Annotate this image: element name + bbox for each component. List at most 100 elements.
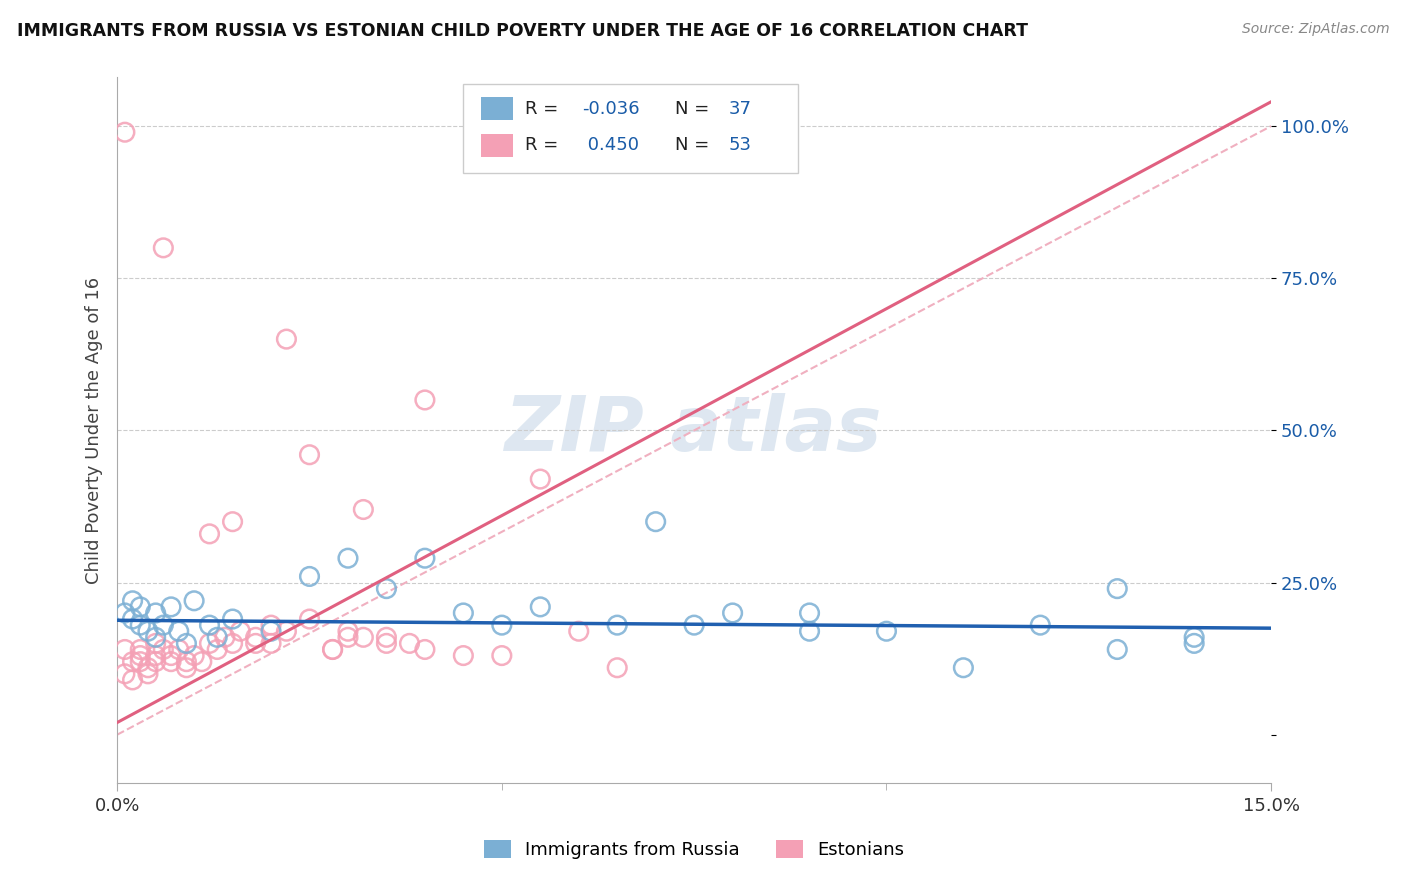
Point — [136, 661, 159, 675]
Point — [398, 636, 420, 650]
Point — [375, 636, 398, 650]
Point — [129, 599, 152, 614]
Point — [952, 661, 974, 675]
Point — [491, 648, 513, 663]
Bar — [481, 134, 513, 156]
Point — [198, 526, 221, 541]
Text: R =: R = — [524, 100, 564, 118]
Point — [799, 606, 821, 620]
Point — [145, 648, 167, 663]
Point — [245, 636, 267, 650]
Point — [176, 636, 198, 650]
Point — [121, 594, 143, 608]
Point — [491, 618, 513, 632]
Point — [167, 624, 190, 639]
Point — [221, 636, 243, 650]
Point — [205, 642, 228, 657]
Text: 37: 37 — [728, 100, 752, 118]
Point — [322, 642, 344, 657]
Point — [214, 630, 236, 644]
Point — [276, 332, 298, 346]
Point — [145, 630, 167, 644]
Text: ZIP atlas: ZIP atlas — [505, 393, 883, 467]
Point — [129, 618, 152, 632]
Point — [721, 606, 744, 620]
Point — [160, 599, 183, 614]
Text: N =: N = — [675, 136, 714, 154]
Point — [336, 551, 359, 566]
Bar — [481, 97, 513, 120]
Text: IMMIGRANTS FROM RUSSIA VS ESTONIAN CHILD POVERTY UNDER THE AGE OF 16 CORRELATION: IMMIGRANTS FROM RUSSIA VS ESTONIAN CHILD… — [17, 22, 1028, 40]
Point — [145, 606, 167, 620]
Point — [298, 569, 321, 583]
Point — [352, 502, 374, 516]
Point — [322, 642, 344, 657]
Point — [152, 241, 174, 255]
Point — [152, 642, 174, 657]
Point — [183, 594, 205, 608]
Point — [260, 624, 283, 639]
Point — [245, 630, 267, 644]
Point — [114, 642, 136, 657]
Point — [336, 624, 359, 639]
Point — [152, 618, 174, 632]
Point — [413, 392, 436, 407]
Point — [1182, 630, 1205, 644]
Point — [336, 630, 359, 644]
Y-axis label: Child Poverty Under the Age of 16: Child Poverty Under the Age of 16 — [86, 277, 103, 584]
Text: -0.036: -0.036 — [582, 100, 640, 118]
FancyBboxPatch shape — [464, 85, 799, 173]
Point — [160, 655, 183, 669]
Point — [136, 624, 159, 639]
Point — [644, 515, 666, 529]
Point — [176, 661, 198, 675]
Point — [129, 642, 152, 657]
Point — [413, 551, 436, 566]
Point — [606, 618, 628, 632]
Point — [205, 630, 228, 644]
Point — [875, 624, 897, 639]
Point — [229, 624, 252, 639]
Point — [375, 630, 398, 644]
Point — [1029, 618, 1052, 632]
Point — [276, 624, 298, 639]
Point — [298, 612, 321, 626]
Point — [121, 612, 143, 626]
Point — [799, 624, 821, 639]
Point — [1107, 642, 1129, 657]
Point — [1182, 636, 1205, 650]
Point — [114, 125, 136, 139]
Point — [129, 648, 152, 663]
Point — [191, 655, 214, 669]
Point — [298, 448, 321, 462]
Point — [352, 630, 374, 644]
Text: 53: 53 — [728, 136, 752, 154]
Point — [129, 655, 152, 669]
Point — [198, 618, 221, 632]
Point — [121, 655, 143, 669]
Point — [529, 472, 551, 486]
Point — [176, 655, 198, 669]
Point — [114, 606, 136, 620]
Text: N =: N = — [675, 100, 714, 118]
Legend: Immigrants from Russia, Estonians: Immigrants from Russia, Estonians — [477, 832, 911, 866]
Point — [145, 655, 167, 669]
Point — [375, 582, 398, 596]
Point — [221, 612, 243, 626]
Point — [145, 636, 167, 650]
Point — [221, 515, 243, 529]
Point — [453, 648, 475, 663]
Text: 0.450: 0.450 — [582, 136, 640, 154]
Point — [136, 666, 159, 681]
Point — [683, 618, 706, 632]
Point — [260, 618, 283, 632]
Text: Source: ZipAtlas.com: Source: ZipAtlas.com — [1241, 22, 1389, 37]
Point — [167, 642, 190, 657]
Point — [198, 636, 221, 650]
Point — [1107, 582, 1129, 596]
Point — [114, 666, 136, 681]
Point — [160, 648, 183, 663]
Point — [568, 624, 591, 639]
Point — [453, 606, 475, 620]
Point — [121, 673, 143, 687]
